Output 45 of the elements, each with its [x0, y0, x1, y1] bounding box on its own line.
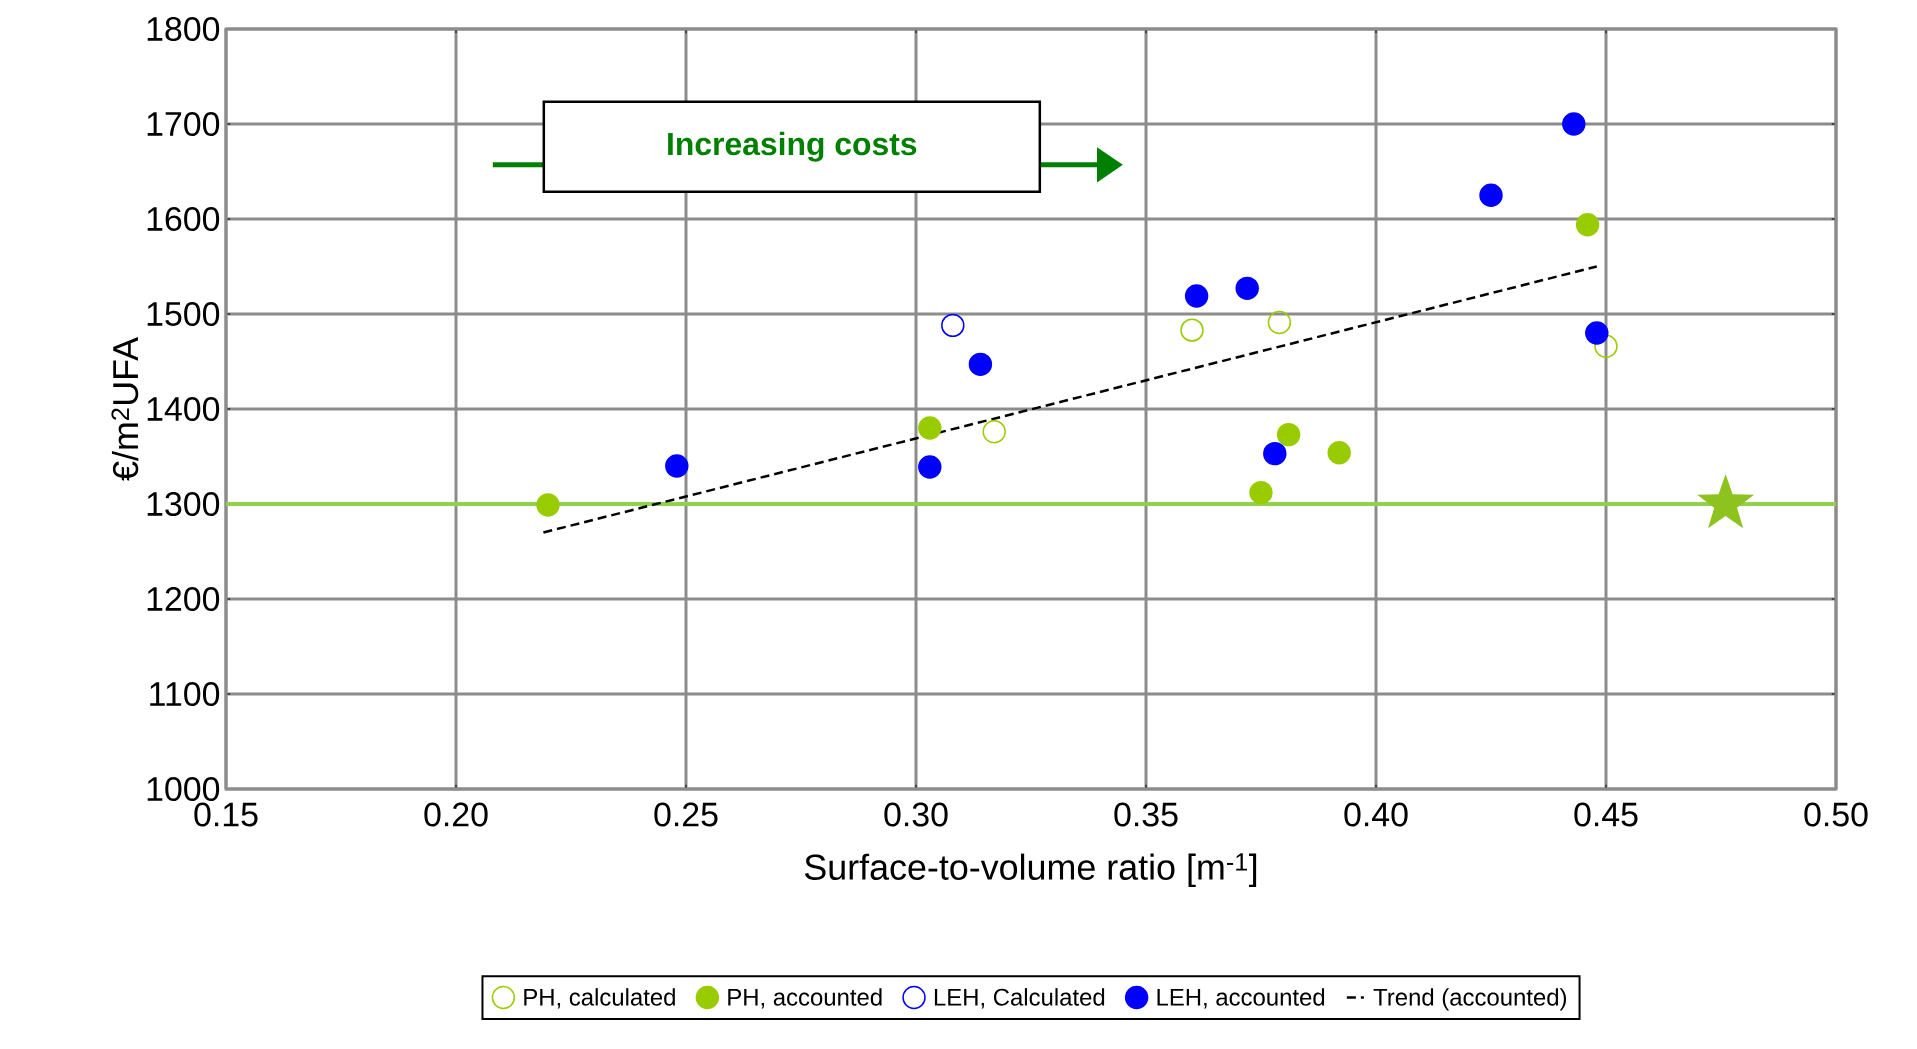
y-tick-label: 1100 [150, 682, 220, 706]
x-tick-label: 0.25 [654, 802, 718, 827]
point [1594, 334, 1618, 358]
point [918, 416, 942, 440]
point [1479, 183, 1503, 207]
x-tick-label: 0.15 [194, 802, 258, 827]
x-tick-label: 0.20 [424, 802, 488, 827]
point [1235, 276, 1259, 301]
point [1276, 422, 1301, 447]
point [941, 313, 965, 338]
legend-label: LEH, Calculated [934, 988, 1105, 1009]
y-tick-label: 1600 [147, 206, 220, 231]
y-tick-label: 1500 [147, 302, 220, 326]
y-tick-label: 1300 [147, 492, 220, 516]
x-tick-label: 0.50 [1804, 802, 1868, 827]
y-tick-label: 1200 [147, 587, 220, 611]
legend-label: Trend (accounted) [1373, 988, 1567, 1011]
x-tick-label: 0.40 [1344, 802, 1408, 827]
x-tick-label: 0.35 [1114, 802, 1178, 827]
point [1180, 318, 1204, 342]
point [536, 493, 560, 517]
point [918, 455, 942, 479]
y-tick-label: 1400 [147, 397, 220, 421]
y-tick-label: 1700 [147, 111, 220, 136]
point [1575, 212, 1600, 237]
point [1249, 480, 1273, 505]
point [665, 454, 689, 478]
point [968, 352, 993, 377]
point [1267, 310, 1292, 335]
legend-label: PH, accounted [728, 988, 882, 1009]
point [1585, 321, 1609, 345]
x-tick-label: 0.45 [1574, 802, 1638, 827]
x-tick-label: 0.30 [884, 802, 948, 827]
point [1562, 112, 1586, 136]
x-axis-title: Surface-to-volume ratio [m$^{-1}$] [804, 853, 1257, 888]
legend-label: PH, calculated [524, 988, 675, 1009]
point [1263, 441, 1287, 466]
point [1184, 284, 1209, 308]
point [1327, 440, 1351, 465]
legend-label: LEH, accounted [1157, 988, 1325, 1009]
y-tick-label: 1800 [147, 16, 220, 41]
y-axis-title: €/m$^{2}$UFA [111, 337, 139, 481]
annotation: Increasing costs [668, 131, 917, 162]
y-tick-label: 1000 [147, 777, 220, 801]
point [982, 420, 1006, 444]
